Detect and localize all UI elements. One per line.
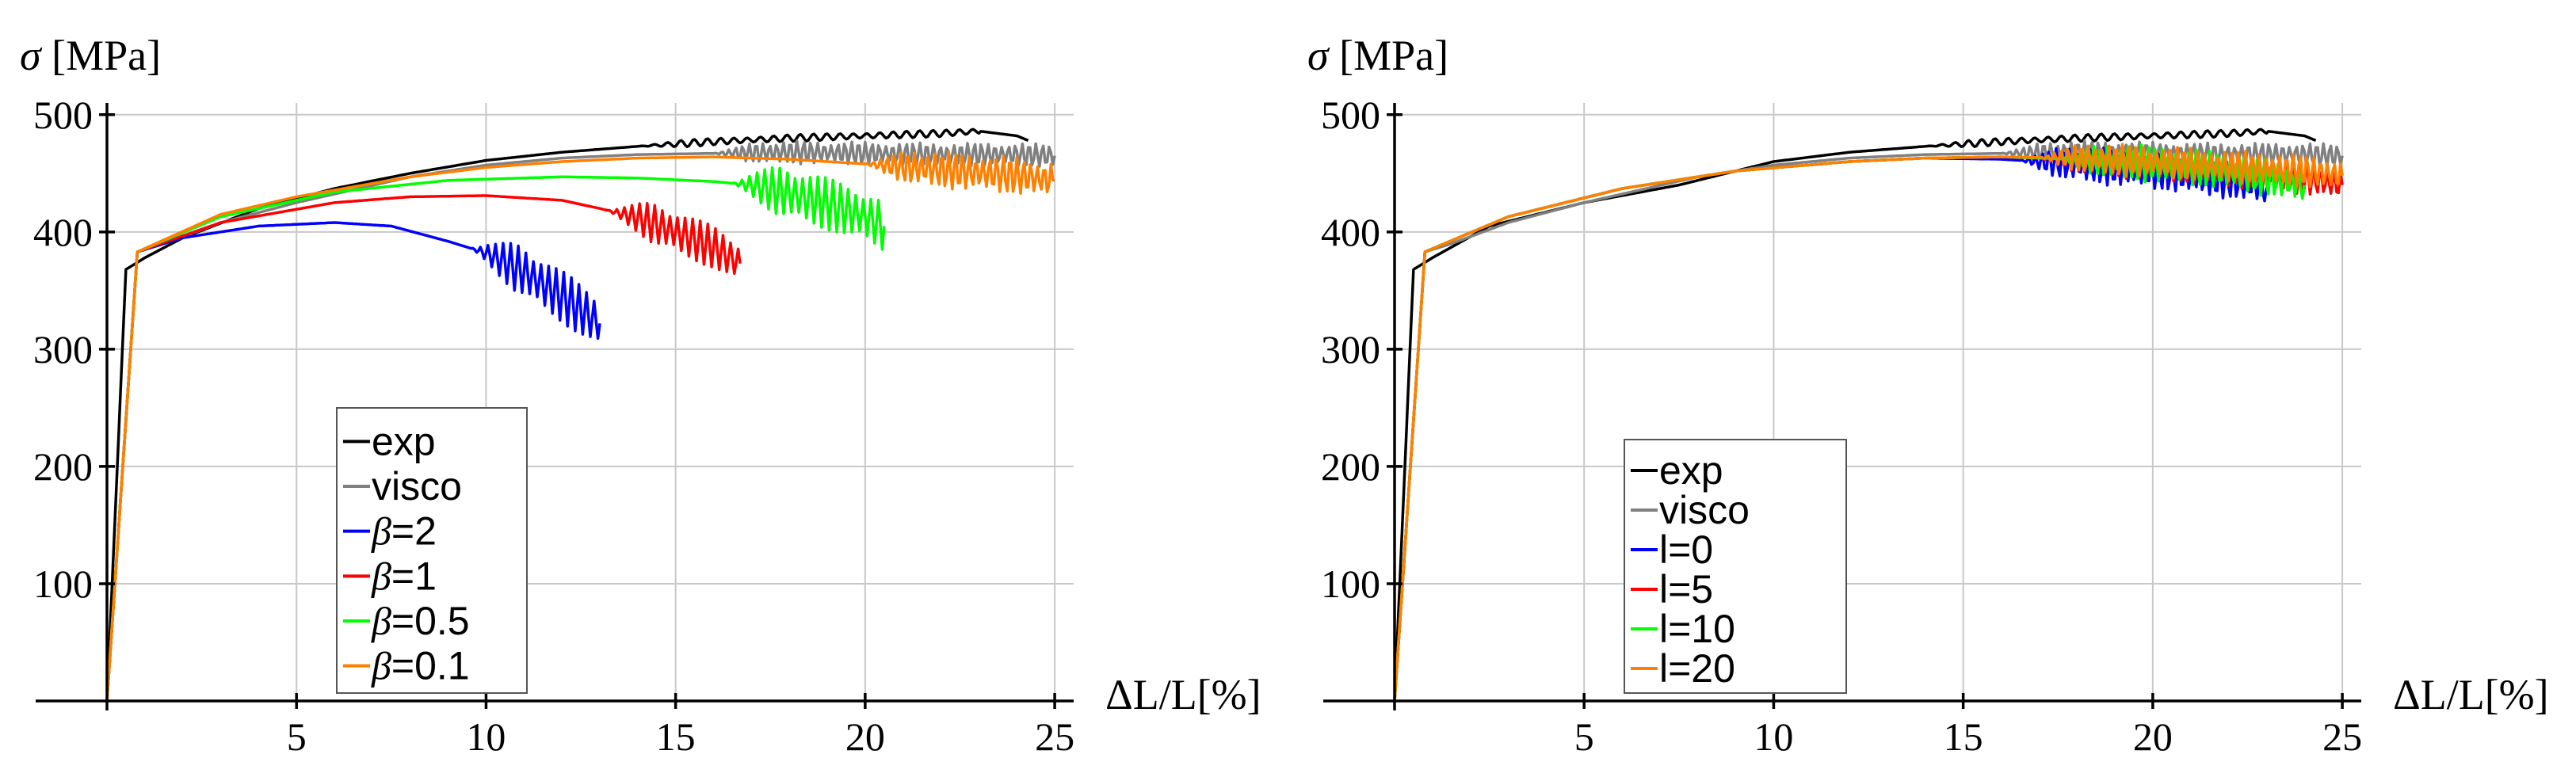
- legend-label: β=0.5: [371, 599, 470, 643]
- y-tick-label: 400: [33, 210, 93, 254]
- chart-panel-left: 5 10 15 20 25 100 200 300 400 500 σ [MPa] ΔL/L[%] e…: [20, 32, 1261, 759]
- x-tick-label: 25: [2322, 714, 2362, 759]
- y-tick-label: 200: [1321, 444, 1380, 489]
- grid-lines: [107, 103, 1074, 701]
- legend-label: β=0.1: [371, 644, 470, 688]
- y-axis-label: σ [MPa]: [1307, 32, 1448, 79]
- x-tick-label: 25: [1035, 714, 1074, 759]
- axes: 5 10 15 20 25 100 200 300 400 500 σ [MPa] ΔL/L[%]: [20, 32, 1261, 759]
- x-tick-label: 20: [2133, 714, 2173, 759]
- y-axis-label: σ [MPa]: [20, 32, 161, 79]
- y-tick-label: 400: [1321, 210, 1380, 254]
- legend-box: [1624, 439, 1847, 694]
- legend-box: [336, 407, 528, 694]
- series-line-2: [105, 221, 601, 702]
- x-tick-label: 10: [1754, 714, 1793, 759]
- y-tick-label: 300: [1321, 327, 1380, 371]
- series-lines: [105, 128, 1056, 702]
- legend-label: l=0: [1659, 528, 1713, 572]
- x-tick-label: 5: [1574, 714, 1594, 759]
- x-axis-label: ΔL/L[%]: [2393, 671, 2549, 718]
- series-line-3: [105, 194, 742, 702]
- legend-label: l=5: [1659, 567, 1713, 611]
- series-line-4: [1393, 143, 2306, 702]
- y-tick-label: 100: [33, 562, 93, 606]
- x-tick-label: 10: [466, 714, 506, 759]
- y-tick-label: 500: [33, 93, 93, 137]
- grid-lines: [1395, 103, 2361, 701]
- x-tick-label: 15: [656, 714, 696, 759]
- legend-label: visco: [1659, 488, 1750, 532]
- series-line-1: [1393, 139, 2344, 702]
- series-line-4: [105, 166, 886, 702]
- x-tick-label: 20: [845, 714, 885, 759]
- legend-label: l=10: [1659, 607, 1735, 651]
- y-tick-label: 200: [33, 444, 93, 489]
- series-line-5: [105, 150, 1055, 702]
- legend-label: visco: [372, 464, 462, 508]
- legend-label: β=2: [371, 509, 437, 554]
- series-line-3: [1393, 144, 2344, 702]
- series-line-5: [1393, 143, 2344, 702]
- series-line-1: [105, 139, 1056, 702]
- x-tick-label: 15: [1944, 714, 1983, 759]
- x-axis-label: ΔL/L[%]: [1105, 671, 1261, 718]
- legend-label: exp: [1659, 448, 1723, 493]
- y-tick-label: 300: [33, 327, 93, 371]
- y-tick-label: 500: [1321, 93, 1380, 137]
- axes: 5 10 15 20 25 100 200 300 400 500 σ [MPa] ΔL/L[%]: [1307, 32, 2549, 759]
- y-tick-label: 100: [1321, 562, 1380, 606]
- legend-label: l=20: [1659, 646, 1735, 691]
- legend-label: β=1: [371, 554, 437, 598]
- series-lines: [1393, 128, 2344, 702]
- x-tick-label: 5: [287, 714, 307, 759]
- chart-panel-right: 5 10 15 20 25 100 200 300 400 500 σ [MPa] ΔL/L[%] e…: [1307, 32, 2549, 759]
- legend-label: exp: [372, 419, 436, 463]
